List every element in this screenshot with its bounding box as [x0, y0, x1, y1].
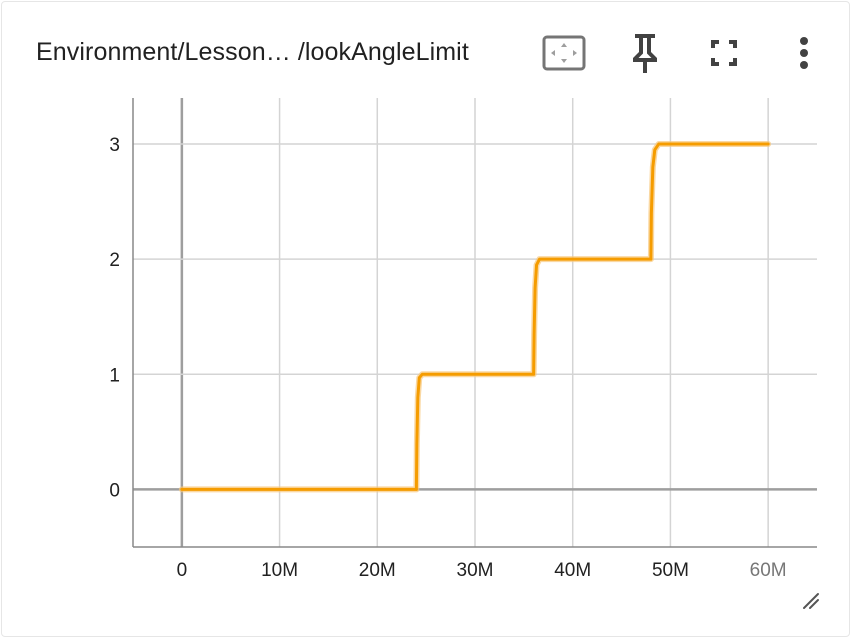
x-tick-label: 10M: [261, 560, 298, 581]
series-line: [180, 142, 770, 491]
x-tick-label: 0: [177, 560, 188, 581]
more-vert-icon: [800, 37, 808, 69]
card-title: Environment/Lesson… /lookAngleLimit: [36, 38, 469, 66]
y-tick-label: 0: [109, 480, 120, 501]
fullscreen-button[interactable]: [702, 32, 746, 76]
fit-domain-icon: [542, 35, 586, 71]
x-tick-label: 30M: [457, 560, 494, 581]
pin-button[interactable]: [623, 32, 667, 76]
more-options-button[interactable]: [782, 32, 826, 76]
x-tick-label: 60M: [750, 560, 787, 581]
y-tick-label: 1: [109, 365, 120, 386]
x-tick-label: 20M: [359, 560, 396, 581]
fullscreen-icon: [711, 40, 737, 66]
resize-icon: [803, 593, 819, 609]
x-tick-label: 50M: [652, 560, 689, 581]
resize-handle[interactable]: [800, 590, 822, 612]
y-tick-label: 3: [109, 135, 120, 156]
pin-icon: [633, 34, 657, 73]
x-tick-label: 40M: [554, 560, 591, 581]
fit-domain-button[interactable]: [542, 32, 586, 76]
y-tick-label: 2: [109, 250, 120, 271]
